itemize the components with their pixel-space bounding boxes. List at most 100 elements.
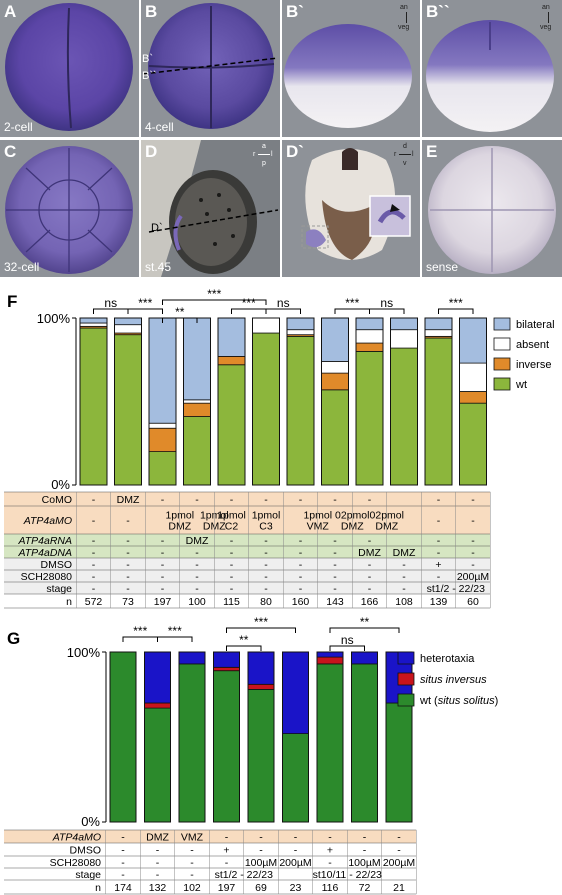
- panel-d1-axis-v: v: [403, 160, 407, 167]
- chart-f-table-cell-5-7: -: [333, 571, 337, 583]
- chart-f-table-row-bg-3: [4, 546, 491, 558]
- chart-g-bar-2-wt_solitus: [178, 663, 206, 823]
- panel-c-label: C: [4, 142, 17, 161]
- panel-d1-image: D` d r l v: [282, 140, 420, 277]
- chart-f-table-cell-5-9: -: [402, 571, 406, 583]
- panel-d-image: D st.45 D` a r l p: [141, 140, 280, 277]
- chart-g-bar-1-wt_solitus: [144, 707, 171, 823]
- chart-g-legend-label-heterotaxia: heterotaxia: [420, 653, 475, 665]
- chart-g-table-cell-2-0: -: [121, 857, 125, 869]
- chart-f-bar-9-absent: [390, 329, 418, 349]
- chart-g-table-cell-0-3: -: [225, 832, 229, 844]
- chart-f-table-cell-4-6: -: [299, 559, 303, 571]
- chart-f-table-row-bg-2: [4, 534, 491, 546]
- panel-e-label: E: [426, 142, 438, 161]
- chart-g-bar-2-outline: [178, 651, 206, 823]
- panel-b2-axis-line: [548, 12, 549, 23]
- chart-f-table-cell-2-6: -: [299, 535, 303, 547]
- panel-a-label: A: [4, 2, 17, 21]
- chart-g-bar-4-wt_solitus: [247, 689, 275, 823]
- chart-f-table-cell-5-11: 200µM: [457, 571, 489, 583]
- chart-g-bar-6-outline: [316, 651, 344, 823]
- chart-g-table-cell-1-5: -: [294, 845, 298, 857]
- chart-f-table-cell-6-6: -: [299, 583, 303, 595]
- chart-f-table-cell-7-4: 115: [223, 596, 240, 608]
- chart-g-table-cell-1-7: -: [363, 845, 367, 857]
- chart-f-bar-4-inverse: [217, 356, 246, 366]
- panel-d1-axis-r: r: [394, 151, 397, 158]
- panel-b1-axis-line: [406, 12, 407, 23]
- panel-b1-image: B` an veg: [282, 0, 420, 137]
- chart-f-table-row-label-3: ATP4aDNA: [18, 547, 73, 559]
- chart-f-bar-4-outline: [217, 317, 246, 486]
- chart-f-table-cell-7-11: 60: [467, 596, 479, 608]
- panel-a-stage: 2-cell: [4, 120, 33, 134]
- chart-g-table-cell-3-0: -: [121, 869, 125, 881]
- chart-g-table-cell-0-7: -: [363, 832, 367, 844]
- chart-g-table-cell-4-5: 23: [290, 882, 302, 894]
- chart-g-table-row-label-2: SCH28080: [50, 857, 102, 869]
- chart-f-bar-9-outline: [390, 317, 418, 486]
- panel-e-image: E sense: [422, 140, 562, 277]
- chart-f-significance-5: ns: [265, 296, 301, 314]
- chart-f-table-cell-1-5-l1: C3: [259, 521, 273, 533]
- significance-bracket: [157, 636, 193, 642]
- chart-f-table-row-bg-5: [4, 570, 491, 582]
- chart-f-table-cell-4-3: -: [195, 559, 199, 571]
- chart-g-table-cell-4-4: 69: [255, 882, 267, 894]
- chart-g-table-cell-4-2: 102: [183, 882, 201, 894]
- panel-b-stage: 4-cell: [145, 120, 174, 134]
- chart-g-bar-2-heterotaxia: [178, 651, 206, 665]
- chart-f-bar-0-absent: [79, 322, 108, 327]
- chart-g-table-cell-1-2: -: [190, 845, 194, 857]
- chart-f-table-cell-0-0: -: [92, 494, 96, 506]
- chart-f-table-cell-1-4-l1: C2: [225, 521, 239, 533]
- significance-bracket: [127, 308, 163, 314]
- chart-f-table-cell-6-5: -: [264, 583, 268, 595]
- chart-f-table-cell-5-2: -: [161, 571, 165, 583]
- chart-f-table-cell-0-8: -: [368, 494, 372, 506]
- chart-f-table-cell-6-3: -: [195, 583, 199, 595]
- chart-g-table-cell-2-2: -: [190, 857, 194, 869]
- chart-f-legend-swatch-absent: [493, 337, 511, 351]
- chart-f-table-cell-1-8-l1: DMZ: [375, 521, 398, 533]
- chart-f-legend-label-absent: absent: [516, 339, 549, 351]
- chart-f-table-cell-4-0: -: [92, 559, 96, 571]
- chart-f-table-cell-5-8: -: [368, 571, 372, 583]
- chart-f-bar-11-absent: [459, 362, 487, 392]
- chart-f-bar-5-outline: [252, 317, 280, 486]
- chart-f-table-row-label-4: DMSO: [41, 559, 73, 571]
- chart-f-table-cell-3-2: -: [161, 547, 165, 559]
- chart-f-table-row-bg-1: [4, 506, 491, 534]
- chart-g-bar-1-outline: [144, 651, 171, 823]
- chart-g-significance-0: ***: [122, 624, 158, 642]
- chart-f-table-cell-7-9: 108: [395, 596, 413, 608]
- chart-f-bar-0-bilateral: [79, 317, 108, 324]
- chart-g-bar-0-outline: [109, 651, 137, 823]
- chart-g-table-cell-2-6: -: [328, 857, 332, 869]
- significance-label: **: [175, 305, 185, 319]
- panel-d-section-line-label: D`: [151, 222, 163, 234]
- significance-label: ***: [242, 296, 256, 310]
- embryo-section-b1: [282, 0, 420, 137]
- chart-g-table-cell-2-5: 200µM: [279, 857, 311, 869]
- chart-f-table-row-label-7: n: [66, 596, 72, 608]
- chart-f-bar-11-bilateral: [459, 317, 487, 364]
- chart-f-bar-7-outline: [321, 317, 349, 486]
- chart-f-bar-3-bilateral: [183, 317, 211, 401]
- chart-f-table-cell-1-5-l0: 1pmol: [252, 510, 281, 522]
- chart-f-table-cell-2-11: -: [471, 535, 475, 547]
- significance-label: ***: [133, 624, 147, 638]
- chart-f-table-cell-2-8: -: [368, 535, 372, 547]
- chart-g-figure-label: G: [7, 629, 20, 648]
- chart-g-table-cell-2-1: -: [156, 857, 160, 869]
- chart-g-table-cell-1-1: -: [156, 845, 160, 857]
- chart-g-bar-8-wt_solitus: [385, 702, 413, 823]
- chart-f-table-cell-3-5: -: [264, 547, 268, 559]
- chart-f-bar-3-absent: [183, 399, 211, 404]
- chart-g-legend-swatch-wt_solitus: [397, 693, 415, 707]
- chart-f-table-cell-0-5: -: [264, 494, 268, 506]
- chart-g-bar-4-heterotaxia: [247, 651, 275, 685]
- chart-f-table-row-label-0: CoMO: [42, 494, 72, 506]
- significance-label: ***: [254, 616, 268, 629]
